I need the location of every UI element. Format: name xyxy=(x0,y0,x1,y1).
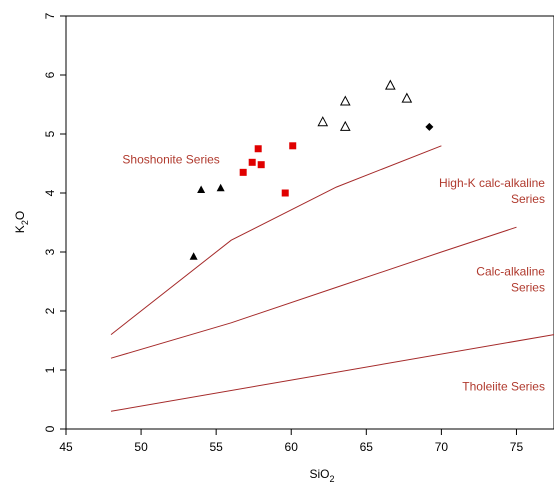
point-open-triangle xyxy=(385,79,396,90)
y-tick-label: 4 xyxy=(43,189,57,196)
point-open-triangle xyxy=(339,120,351,131)
y-tick-label: 6 xyxy=(43,71,57,78)
y-tick-label: 2 xyxy=(43,307,57,314)
x-axis-title: SiO2 xyxy=(309,467,334,484)
series-boundary-lines xyxy=(110,145,554,412)
point-open-triangle xyxy=(401,92,413,103)
y-tick-label: 3 xyxy=(43,248,57,255)
field-label-highk: High-K calc-alkaline xyxy=(439,176,545,190)
point-filled-diamond xyxy=(425,122,434,131)
y-tick-label: 0 xyxy=(43,425,57,432)
point-red-square xyxy=(257,161,265,169)
x-axis: 45 50 55 60 65 70 75 xyxy=(59,429,523,454)
point-red-square xyxy=(239,168,247,176)
field-label-shoshonite: Shoshonite Series xyxy=(122,153,219,167)
y-tick-label: 1 xyxy=(43,366,57,373)
point-open-triangle xyxy=(317,116,329,127)
point-filled-triangle xyxy=(189,252,198,260)
y-tick-label: 7 xyxy=(43,12,57,19)
boundary-line xyxy=(110,334,554,412)
point-red-square xyxy=(281,189,289,197)
field-label-calc: Calc-alkaline xyxy=(476,265,545,279)
plot-frame xyxy=(65,15,554,430)
point-open-triangle xyxy=(339,95,351,106)
y-tick-label: 5 xyxy=(43,130,57,137)
x-tick-label: 75 xyxy=(510,440,524,454)
point-filled-triangle xyxy=(197,185,206,194)
field-labels: Shoshonite Series High-K calc-alkaline Ser… xyxy=(122,153,545,394)
y-axis: 0 1 2 3 4 5 6 7 xyxy=(43,12,66,432)
x-tick-label: 55 xyxy=(209,440,223,454)
point-red-square xyxy=(289,142,297,150)
field-label-highk: Series xyxy=(511,192,545,206)
x-tick-label: 60 xyxy=(285,440,299,454)
x-tick-label: 70 xyxy=(435,440,449,454)
point-filled-triangle xyxy=(216,183,225,192)
field-label-calc: Series xyxy=(511,281,545,295)
data-points xyxy=(189,79,434,260)
boundary-line xyxy=(110,226,517,359)
x-tick-label: 50 xyxy=(134,440,148,454)
boundary-line xyxy=(110,145,442,335)
x-tick-label: 45 xyxy=(59,440,73,454)
point-red-square xyxy=(254,145,262,153)
point-red-square xyxy=(248,158,256,166)
x-tick-label: 65 xyxy=(360,440,374,454)
field-label-thol: Tholeiite Series xyxy=(462,380,545,394)
y-axis-title: K2O xyxy=(13,211,30,233)
